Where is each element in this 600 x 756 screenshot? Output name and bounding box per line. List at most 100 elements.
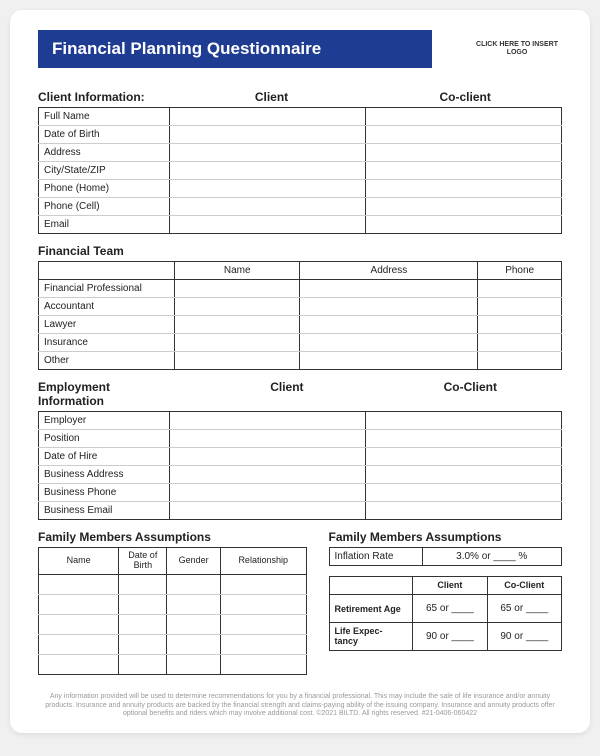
rt-row1-label: Life Expec-tancy (329, 623, 413, 651)
emp-coclient-cell[interactable] (365, 430, 561, 448)
fl-rel-cell[interactable] (220, 614, 306, 634)
client-info-heading: Client Information: (38, 90, 175, 104)
emp-client-cell[interactable] (169, 466, 365, 484)
inflation-label: Inflation Rate (329, 548, 422, 566)
ft-address-cell[interactable] (300, 298, 478, 316)
ci-coclient-cell[interactable] (365, 180, 561, 198)
ci-client-cell[interactable] (169, 108, 365, 126)
ft-address-cell[interactable] (300, 352, 478, 370)
rt-row1-coclient[interactable]: 90 or ____ (487, 623, 561, 651)
fl-rel-cell[interactable] (220, 654, 306, 674)
ft-name-cell[interactable] (174, 352, 300, 370)
page-title: Financial Planning Questionnaire (52, 39, 321, 59)
fl-name-cell[interactable] (39, 654, 119, 674)
ci-row-label: City/State/ZIP (39, 162, 170, 180)
fl-gender-cell[interactable] (167, 634, 221, 654)
ci-client-cell[interactable] (169, 162, 365, 180)
emp-client-cell[interactable] (169, 502, 365, 520)
emp-row-label: Business Phone (39, 484, 170, 502)
fl-dob-cell[interactable] (119, 574, 167, 594)
emp-coclient-cell[interactable] (365, 502, 561, 520)
rt-corner (329, 577, 413, 595)
family-row: Family Members Assumptions Name Date of … (38, 530, 562, 685)
ft-name-cell[interactable] (174, 316, 300, 334)
section-client-info: Client Information: Client Co-client Ful… (38, 90, 562, 234)
header: Financial Planning Questionnaire CLICK H… (38, 30, 562, 68)
family-left-table: Name Date of Birth Gender Relationship (38, 547, 307, 675)
emp-row-label: Business Address (39, 466, 170, 484)
fl-col-dob: Date of Birth (119, 548, 167, 575)
client-info-col1: Client (175, 90, 369, 104)
family-left-heading: Family Members Assumptions (38, 530, 307, 544)
ft-address-cell[interactable] (300, 334, 478, 352)
ft-phone-cell[interactable] (478, 316, 562, 334)
fl-name-cell[interactable] (39, 574, 119, 594)
ci-row-label: Address (39, 144, 170, 162)
ci-coclient-cell[interactable] (365, 198, 561, 216)
emp-coclient-cell[interactable] (365, 412, 561, 430)
emp-client-cell[interactable] (169, 448, 365, 466)
ft-phone-cell[interactable] (478, 280, 562, 298)
section-financial-team: Financial Team Name Address Phone Financ… (38, 244, 562, 370)
fl-dob-cell[interactable] (119, 634, 167, 654)
fl-name-cell[interactable] (39, 594, 119, 614)
emp-client-cell[interactable] (169, 412, 365, 430)
ci-coclient-cell[interactable] (365, 108, 561, 126)
emp-coclient-cell[interactable] (365, 466, 561, 484)
ft-phone-cell[interactable] (478, 352, 562, 370)
ci-client-cell[interactable] (169, 126, 365, 144)
ci-client-cell[interactable] (169, 180, 365, 198)
emp-coclient-cell[interactable] (365, 484, 561, 502)
fl-gender-cell[interactable] (167, 574, 221, 594)
fl-gender-cell[interactable] (167, 654, 221, 674)
ci-coclient-cell[interactable] (365, 216, 561, 234)
title-bar: Financial Planning Questionnaire (38, 30, 432, 68)
fl-dob-cell[interactable] (119, 654, 167, 674)
fl-rel-cell[interactable] (220, 594, 306, 614)
fl-gender-cell[interactable] (167, 594, 221, 614)
ci-coclient-cell[interactable] (365, 126, 561, 144)
fl-name-cell[interactable] (39, 614, 119, 634)
fl-dob-cell[interactable] (119, 594, 167, 614)
ft-col-address: Address (300, 262, 478, 280)
ft-row-label: Accountant (39, 298, 175, 316)
employment-table: EmployerPositionDate of HireBusiness Add… (38, 411, 562, 520)
ft-phone-cell[interactable] (478, 298, 562, 316)
fl-gender-cell[interactable] (167, 614, 221, 634)
rt-row0-coclient[interactable]: 65 or ____ (487, 595, 561, 623)
financial-team-heading: Financial Team (38, 244, 562, 258)
fl-rel-cell[interactable] (220, 634, 306, 654)
ft-name-cell[interactable] (174, 298, 300, 316)
ft-address-cell[interactable] (300, 280, 478, 298)
ft-name-cell[interactable] (174, 280, 300, 298)
ci-client-cell[interactable] (169, 198, 365, 216)
ci-coclient-cell[interactable] (365, 162, 561, 180)
section-employment: Employment Information Client Co-Client … (38, 380, 562, 520)
fl-rel-cell[interactable] (220, 574, 306, 594)
client-info-table: Full NameDate of BirthAddressCity/State/… (38, 107, 562, 234)
ci-coclient-cell[interactable] (365, 144, 561, 162)
ft-name-cell[interactable] (174, 334, 300, 352)
client-info-col2: Co-client (368, 90, 562, 104)
emp-client-cell[interactable] (169, 430, 365, 448)
ft-address-cell[interactable] (300, 316, 478, 334)
ci-client-cell[interactable] (169, 144, 365, 162)
inflation-value[interactable]: 3.0% or ____ % (422, 548, 562, 566)
emp-coclient-cell[interactable] (365, 448, 561, 466)
footer-disclaimer: Any information provided will be used to… (38, 693, 562, 719)
ft-phone-cell[interactable] (478, 334, 562, 352)
emp-client-cell[interactable] (169, 484, 365, 502)
emp-row-label: Employer (39, 412, 170, 430)
ci-client-cell[interactable] (169, 216, 365, 234)
fl-dob-cell[interactable] (119, 614, 167, 634)
rt-col-client: Client (413, 577, 487, 595)
emp-row-label: Position (39, 430, 170, 448)
rt-row0-client[interactable]: 65 or ____ (413, 595, 487, 623)
rt-row1-client[interactable]: 90 or ____ (413, 623, 487, 651)
financial-team-table: Name Address Phone Financial Professiona… (38, 261, 562, 370)
ci-row-label: Email (39, 216, 170, 234)
fl-name-cell[interactable] (39, 634, 119, 654)
logo-placeholder[interactable]: CLICK HERE TO INSERT LOGO (472, 30, 562, 68)
inflation-table: Inflation Rate 3.0% or ____ % (329, 547, 562, 566)
emp-row-label: Date of Hire (39, 448, 170, 466)
